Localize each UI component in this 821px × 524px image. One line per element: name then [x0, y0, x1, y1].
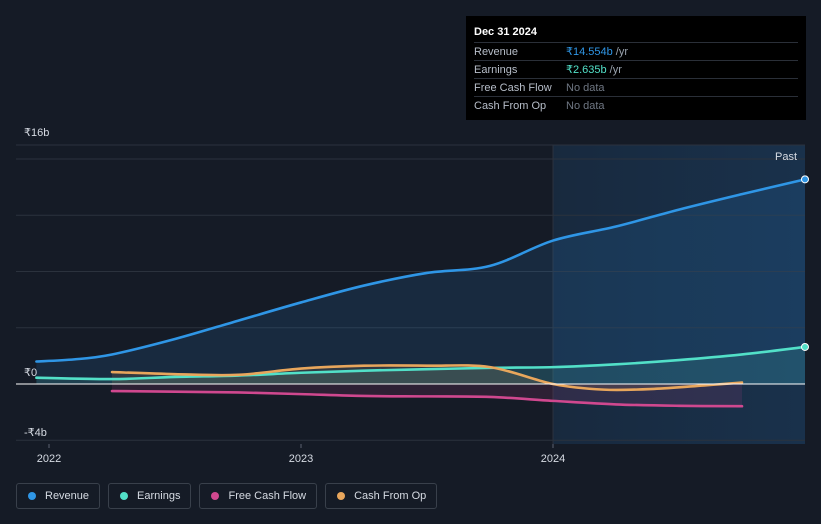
tooltip-no-data: No data	[566, 81, 605, 94]
y-tick-label: ₹16b	[24, 127, 49, 139]
series-lines	[35, 178, 807, 408]
tooltip-row-earnings: Earnings ₹2.635b /yr	[474, 60, 798, 78]
tooltip-label: Free Cash Flow	[474, 81, 552, 94]
earnings-end-marker	[801, 342, 809, 351]
revenue-area	[36, 179, 805, 384]
legend-item-earnings[interactable]: Earnings	[108, 483, 192, 509]
past-region	[553, 145, 805, 444]
revenue-line	[35, 178, 807, 363]
series-end-markers	[801, 175, 809, 351]
legend-item-revenue[interactable]: Revenue	[16, 483, 101, 509]
legend-label: Free Cash Flow	[228, 490, 307, 502]
legend-dot-icon	[211, 492, 220, 500]
legend-label: Revenue	[45, 490, 90, 502]
y-tick-label: -₹4b	[24, 427, 47, 439]
tooltip-label: Earnings	[474, 63, 518, 76]
free-cash-flow-line	[110, 389, 744, 408]
legend-item-free-cash-flow[interactable]: Free Cash Flow	[199, 483, 318, 509]
tooltip-value: ₹2.635b	[566, 64, 607, 76]
tooltip-date: Dec 31 2024	[474, 26, 537, 38]
legend-label: Cash From Op	[354, 490, 427, 502]
legend-dot-icon	[120, 492, 129, 500]
legend-dot-icon	[28, 492, 36, 500]
legend: Revenue Earnings Free Cash Flow Cash Fro…	[16, 483, 438, 509]
revenue-end-marker	[801, 175, 809, 184]
earnings-line	[35, 345, 807, 381]
tooltip-row-free-cash-flow: Free Cash Flow No data	[474, 78, 798, 96]
legend-item-cash-from-op[interactable]: Cash From Op	[325, 483, 438, 509]
tooltip-unit: /yr	[609, 63, 622, 76]
tooltip-label: Revenue	[474, 45, 519, 58]
tooltip-unit: /yr	[615, 45, 628, 58]
gridlines	[16, 144, 805, 444]
past-label: Past	[775, 151, 797, 163]
legend-label: Earnings	[137, 490, 181, 502]
tooltip-value: ₹14.554b	[566, 46, 613, 58]
x-tick-label: 2023	[289, 453, 313, 465]
tooltip-row-revenue: Revenue ₹14.554b /yr	[474, 42, 798, 60]
legend-dot-icon	[337, 492, 346, 500]
earnings-area	[36, 346, 805, 384]
tooltip-row-cash-from-op: Cash From Op No data	[474, 96, 798, 114]
tooltip-label: Cash From Op	[474, 99, 547, 112]
x-axis-labels: 2022 2023 2024	[37, 444, 565, 465]
y-tick-label: ₹0	[24, 367, 37, 379]
x-tick-label: 2024	[541, 453, 565, 465]
y-axis-labels: ₹16b ₹0 -₹4b	[24, 127, 49, 439]
cash-from-op-line	[110, 364, 744, 392]
tooltip-no-data: No data	[566, 99, 605, 112]
x-tick-label: 2022	[37, 453, 61, 465]
tooltip-panel: Dec 31 2024 Revenue ₹14.554b /yr Earning…	[466, 16, 806, 120]
